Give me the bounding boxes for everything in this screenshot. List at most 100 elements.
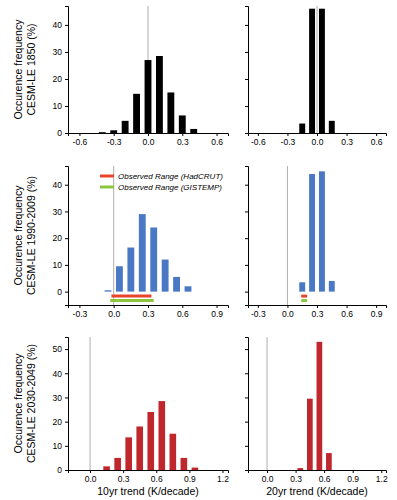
panel: -0.30.00.30.60.9 <box>245 166 387 319</box>
x-tick-label: 0.6 <box>341 309 353 319</box>
figure: -0.6 -0.3 0.0 0.3 0.6 0 10 20 30 40 Occurence freq… <box>0 0 397 500</box>
x-tick-label: 1.2 <box>217 474 229 484</box>
x-tick-label: 0.0 <box>312 137 324 147</box>
y-tick-mark <box>65 292 68 293</box>
plot-area <box>99 6 197 133</box>
x-tick: 0.0 <box>262 470 274 484</box>
x-tick-label: -0.6 <box>73 137 88 147</box>
y-tick <box>245 265 248 266</box>
bar <box>329 281 335 292</box>
y-tick <box>245 373 248 374</box>
panel: 0.00.30.60.91.201020304050Occurence freq… <box>12 337 229 497</box>
x-tick-label: 0.9 <box>371 309 383 319</box>
y-tick-mark <box>65 265 68 266</box>
bar <box>114 458 121 470</box>
y-tick-mark <box>65 185 68 186</box>
x-tick: 0.0 <box>85 470 97 484</box>
y-tick-label: 20 <box>53 417 63 427</box>
x-tick: -0.6 <box>73 133 88 147</box>
y-tick <box>245 470 248 471</box>
y-tick: 40 <box>53 180 68 190</box>
x-tick-label: 0.3 <box>177 137 189 147</box>
x-tick-label: 0.3 <box>290 474 302 484</box>
y-tick-label: 50 <box>53 344 63 354</box>
x-axis-line <box>249 306 387 309</box>
x-tick-label: -0.3 <box>107 137 122 147</box>
bar <box>133 94 140 133</box>
bar <box>139 214 146 292</box>
x-axis-title: 20yr trend (K/decade) <box>266 485 368 497</box>
y-axis-line <box>65 167 69 306</box>
y-axis-title-line: Occurence frequency <box>12 353 24 454</box>
y-tick-label: 10 <box>53 260 63 270</box>
y-tick-label: 0 <box>57 128 62 138</box>
bar <box>309 174 315 292</box>
y-tick-mark <box>65 422 68 423</box>
y-tick: 0 <box>57 465 68 475</box>
x-axis: -0.6-0.30.00.30.6 <box>249 133 387 147</box>
y-tick-label: 40 <box>53 368 63 378</box>
x-tick-mark <box>222 470 223 473</box>
y-tick-mark <box>245 422 248 423</box>
x-tick: 0.0 <box>143 133 155 147</box>
y-tick: 30 <box>53 47 68 57</box>
y-tick <box>245 397 248 398</box>
y-tick-label: 10 <box>53 441 63 451</box>
y-tick-label: 20 <box>53 233 63 243</box>
x-tick-label: 0.3 <box>341 137 353 147</box>
x-tick-label: 0.0 <box>108 309 120 319</box>
y-tick-mark <box>245 133 248 134</box>
x-tick-mark <box>114 133 115 136</box>
x-tick-mark <box>347 133 348 136</box>
y-axis-title-line: Occurence frequency <box>12 185 24 286</box>
x-tick-label: 0.3 <box>143 309 155 319</box>
y-axis-title: Occurence frequencyCESM-LE 2030-2049 (%) <box>12 344 37 463</box>
x-axis-line <box>249 471 387 474</box>
y-tick-mark <box>245 79 248 80</box>
x-tick-mark <box>114 305 115 308</box>
y-tick: 20 <box>53 74 68 84</box>
y-tick <box>245 52 248 53</box>
x-tick: 0.3 <box>143 305 155 319</box>
x-tick-mark <box>156 470 157 473</box>
x-tick-label: 0.9 <box>347 474 359 484</box>
y-axis-title-line: CESM-LE 1990-2009 (%) <box>25 176 37 295</box>
x-tick: 0.6 <box>177 305 189 319</box>
bar <box>329 121 335 133</box>
legend-swatch <box>100 186 114 189</box>
bar <box>173 277 180 292</box>
bar <box>319 9 325 133</box>
x-tick-mark <box>376 305 377 308</box>
x-axis: 0.00.30.60.91.2 <box>69 470 230 484</box>
y-tick: 30 <box>53 393 68 403</box>
reference-line <box>287 166 288 305</box>
y-axis-line <box>245 167 249 306</box>
y-tick: 0 <box>57 128 68 138</box>
observed-range <box>110 299 153 302</box>
x-tick-mark <box>189 470 190 473</box>
y-axis-title: Occurence frequencyCESM-LE 1850 (%) <box>12 19 37 120</box>
y-tick-mark <box>65 106 68 107</box>
x-tick-mark <box>258 133 259 136</box>
bar <box>181 458 188 470</box>
x-tick-label: 0.6 <box>319 474 331 484</box>
y-tick-mark <box>65 373 68 374</box>
legend-label: Observed Range (GISTEMP) <box>118 183 222 192</box>
bar <box>190 129 197 133</box>
y-tick-label: 30 <box>53 47 63 57</box>
panel: 0.0 0.3 0.6 0.9 1.2 20yr trend (K/decade) <box>245 337 388 497</box>
y-tick <box>245 185 248 186</box>
x-tick-mark <box>296 470 297 473</box>
bar <box>105 290 112 291</box>
x-axis-line <box>69 134 229 137</box>
x-tick: 0.6 <box>371 133 383 147</box>
x-tick-label: 1.2 <box>376 474 388 484</box>
x-tick: 0.0 <box>312 133 324 147</box>
x-tick: 0.3 <box>312 305 324 319</box>
x-tick-label: 0.3 <box>118 474 130 484</box>
y-tick-mark <box>245 106 248 107</box>
y-tick-mark <box>245 446 248 447</box>
y-tick-mark <box>245 470 248 471</box>
y-axis-title-line: Occurence frequency <box>12 19 24 120</box>
bar <box>299 282 305 291</box>
